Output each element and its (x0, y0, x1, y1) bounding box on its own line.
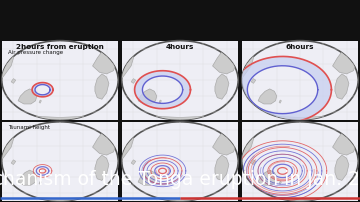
Polygon shape (213, 132, 236, 155)
Polygon shape (18, 89, 37, 104)
Polygon shape (122, 49, 134, 79)
Polygon shape (242, 126, 263, 133)
Text: Mechanism of the Tonga eruption in Jan. 2022: Mechanism of the Tonga eruption in Jan. … (0, 169, 360, 188)
Ellipse shape (2, 41, 118, 120)
Polygon shape (234, 57, 332, 123)
Polygon shape (18, 170, 37, 185)
Polygon shape (215, 155, 229, 181)
Polygon shape (93, 51, 116, 75)
Text: 6hours: 6hours (286, 43, 314, 49)
Polygon shape (135, 71, 190, 109)
Polygon shape (122, 114, 238, 120)
Polygon shape (138, 170, 157, 185)
Polygon shape (2, 195, 118, 201)
Polygon shape (215, 75, 229, 100)
Polygon shape (122, 195, 238, 201)
Polygon shape (242, 130, 253, 160)
Polygon shape (11, 160, 16, 165)
Text: 2hours from eruption: 2hours from eruption (16, 43, 104, 49)
Text: Air pressure change: Air pressure change (8, 49, 63, 54)
Polygon shape (32, 83, 53, 97)
Polygon shape (95, 155, 109, 181)
Polygon shape (333, 51, 356, 75)
Polygon shape (242, 114, 358, 120)
Polygon shape (258, 89, 277, 104)
Polygon shape (95, 75, 109, 100)
Polygon shape (11, 79, 16, 84)
Ellipse shape (122, 122, 238, 201)
Polygon shape (242, 195, 358, 201)
Polygon shape (159, 100, 161, 104)
Polygon shape (251, 79, 256, 84)
Polygon shape (122, 45, 143, 52)
Polygon shape (122, 126, 143, 133)
Ellipse shape (242, 122, 358, 201)
Polygon shape (335, 75, 349, 100)
Ellipse shape (242, 41, 358, 120)
Ellipse shape (122, 41, 238, 120)
Polygon shape (131, 160, 136, 165)
Polygon shape (335, 155, 349, 181)
Ellipse shape (2, 122, 118, 201)
Polygon shape (93, 132, 116, 155)
Ellipse shape (242, 122, 358, 201)
Ellipse shape (122, 122, 238, 201)
Polygon shape (2, 126, 23, 133)
Ellipse shape (2, 41, 118, 120)
Polygon shape (213, 51, 236, 75)
Polygon shape (258, 170, 277, 185)
Polygon shape (131, 79, 136, 84)
Polygon shape (333, 132, 356, 155)
Polygon shape (242, 45, 263, 52)
Polygon shape (138, 89, 157, 104)
Polygon shape (279, 100, 282, 104)
Polygon shape (2, 130, 13, 160)
Polygon shape (242, 49, 253, 79)
Polygon shape (2, 114, 118, 120)
Polygon shape (159, 181, 161, 184)
Polygon shape (2, 45, 23, 52)
Polygon shape (279, 181, 282, 184)
Ellipse shape (242, 41, 358, 120)
Polygon shape (122, 130, 134, 160)
Ellipse shape (2, 122, 118, 201)
Polygon shape (2, 49, 13, 79)
Text: Tsunami height: Tsunami height (8, 125, 50, 129)
Text: 4hours: 4hours (166, 43, 194, 49)
Polygon shape (39, 181, 41, 184)
Ellipse shape (122, 41, 238, 120)
Polygon shape (251, 160, 256, 165)
Polygon shape (39, 100, 41, 104)
